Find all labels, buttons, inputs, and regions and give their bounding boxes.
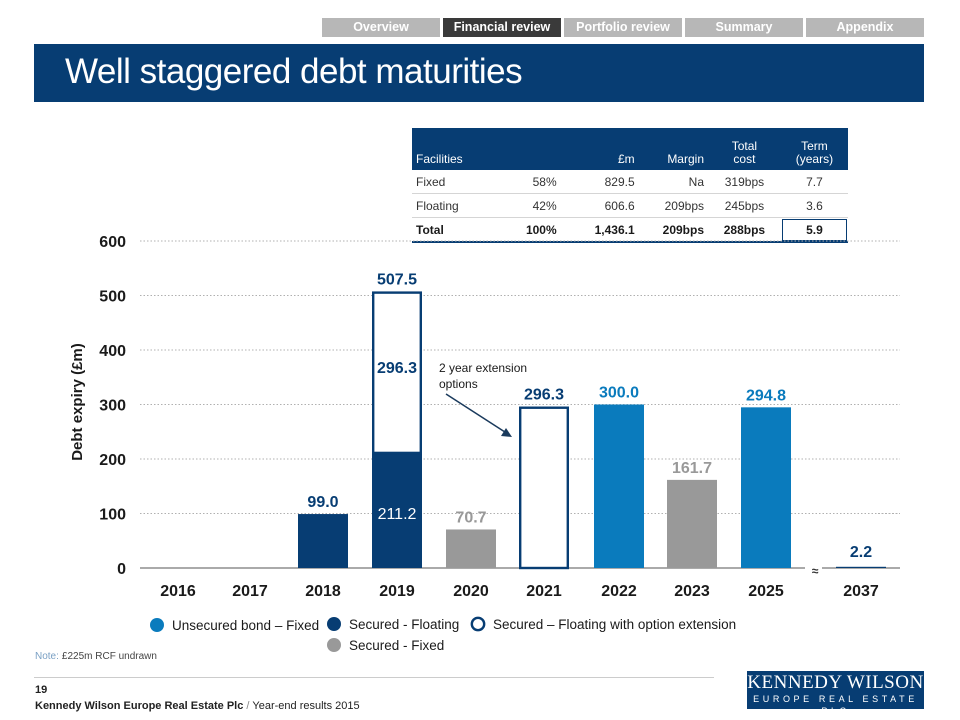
axis-break-icon: ≈ (812, 564, 819, 578)
y-tick-label: 0 (117, 561, 126, 578)
annotation-arrow (445, 393, 509, 435)
header-total-cost: Total cost (708, 128, 781, 170)
annotation-text: 2 year extension options (439, 361, 527, 391)
table-cell: Floating (412, 193, 500, 218)
bar-segment (298, 514, 348, 568)
company-logo: KENNEDY WILSON EUROPE REAL ESTATE PLC (747, 671, 924, 716)
header-amount: £m (560, 128, 639, 170)
table-cell: 245bps (708, 193, 781, 218)
bar-segment (667, 479, 717, 568)
note: Note: £225m RCF undrawn (35, 651, 157, 662)
header-facilities: Facilities (412, 128, 500, 170)
x-tick-label: 2037 (843, 583, 879, 600)
x-tick-label: 2020 (453, 583, 489, 600)
debt-maturity-chart: 0 100 200 300 400 500 600 Debt expiry (£m) ≈2016… (69, 234, 900, 653)
annotation-arrowhead (501, 428, 512, 437)
table-cell: 7.7 (780, 170, 848, 194)
table-cell: 3.6 (780, 193, 848, 218)
table-cell: Na (638, 170, 708, 194)
legend-swatch (327, 638, 341, 652)
tab-summary[interactable]: Summary (685, 18, 803, 37)
data-label: 2.2 (850, 544, 872, 561)
table-cell: 42% (499, 193, 561, 218)
x-tick-label: 2019 (379, 583, 415, 600)
page-title: Well staggered debt maturities (65, 52, 523, 91)
tab-appendix[interactable]: Appendix (806, 18, 924, 37)
data-label: 294.8 (746, 387, 786, 404)
legend-swatch (327, 617, 341, 631)
table-header-row: Facilities £m Margin Total cost Term (ye… (412, 128, 848, 170)
table-cell: 606.6 (560, 193, 639, 218)
data-label: 70.7 (455, 509, 486, 526)
footer: Kennedy Wilson Europe Real Estate Plc / Ye… (35, 700, 360, 712)
x-tick-label: 2021 (526, 583, 562, 600)
page-number: 19 (35, 684, 48, 696)
total-term-highlight: 5.9 (780, 217, 848, 243)
footer-doc: Year-end results 2015 (252, 700, 360, 712)
header-margin: Margin (638, 128, 708, 170)
data-label: 507.5 (377, 271, 417, 288)
x-tick-label: 2017 (232, 583, 268, 600)
table-cell: 209bps (638, 193, 708, 218)
segment-label: 296.3 (377, 360, 417, 377)
x-tick-label: 2018 (305, 583, 341, 600)
note-label: Note: (35, 651, 59, 662)
y-tick-label: 500 (99, 289, 126, 306)
footer-divider (34, 677, 714, 678)
note-text: £225m RCF undrawn (61, 651, 157, 662)
y-axis-label: Debt expiry (£m) (69, 343, 86, 461)
bar-segment (519, 406, 570, 570)
tab-portfolio-review[interactable]: Portfolio review (564, 18, 682, 37)
legend-label: Secured – Floating with option extension (493, 617, 736, 632)
y-tick-label: 100 (99, 507, 126, 524)
x-tick-label: 2025 (748, 583, 784, 600)
table-cell: 829.5 (560, 170, 639, 194)
y-tick-label: 400 (99, 343, 126, 360)
tab-financial-review[interactable]: Financial review (443, 18, 561, 37)
footer-company: Kennedy Wilson Europe Real Estate Plc (35, 700, 244, 712)
header-term: Term (years) (780, 128, 848, 170)
bar-segment (446, 529, 496, 568)
header-share (499, 128, 561, 170)
table-row: Floating 42% 606.6 209bps 245bps 3.6 (412, 193, 848, 218)
y-tick-label: 200 (99, 452, 126, 469)
legend-swatch (470, 616, 486, 632)
y-tick-label: 300 (99, 398, 126, 415)
legend-label: Unsecured bond – Fixed (172, 618, 319, 633)
bar-segment (836, 566, 886, 568)
x-tick-label: 2023 (674, 583, 710, 600)
footer-separator: / (246, 700, 250, 712)
section-nav: Overview Financial review Portfolio revi… (322, 18, 924, 37)
segment-label: 211.2 (378, 506, 417, 523)
bar-segment (741, 407, 791, 568)
bar-segment (594, 404, 644, 568)
logo-line-2: EUROPE REAL ESTATE PLC (753, 694, 918, 716)
legend-label: Secured - Floating (349, 617, 459, 632)
data-label: 161.7 (672, 460, 712, 477)
table-cell: 100% (499, 217, 561, 243)
table-row: Fixed 58% 829.5 Na 319bps 7.7 (412, 170, 848, 194)
legend-swatch (150, 618, 164, 632)
data-label: 99.0 (307, 494, 338, 511)
legend-label: Secured - Fixed (349, 638, 444, 653)
x-tick-label: 2016 (160, 583, 196, 600)
y-tick-label: 600 (99, 234, 126, 251)
table-cell: 288bps (708, 217, 781, 243)
table-cell: Fixed (412, 170, 500, 194)
data-label: 296.3 (524, 387, 564, 404)
data-label: 300.0 (599, 385, 639, 402)
title-bar: Well staggered debt maturities (34, 44, 924, 102)
bar-segment (372, 291, 423, 455)
table-cell: 319bps (708, 170, 781, 194)
x-tick-label: 2022 (601, 583, 637, 600)
tab-overview[interactable]: Overview (322, 18, 440, 37)
logo-line-1: KENNEDY WILSON (747, 672, 924, 693)
bar-segment (372, 452, 422, 568)
table-cell: 58% (499, 170, 561, 194)
